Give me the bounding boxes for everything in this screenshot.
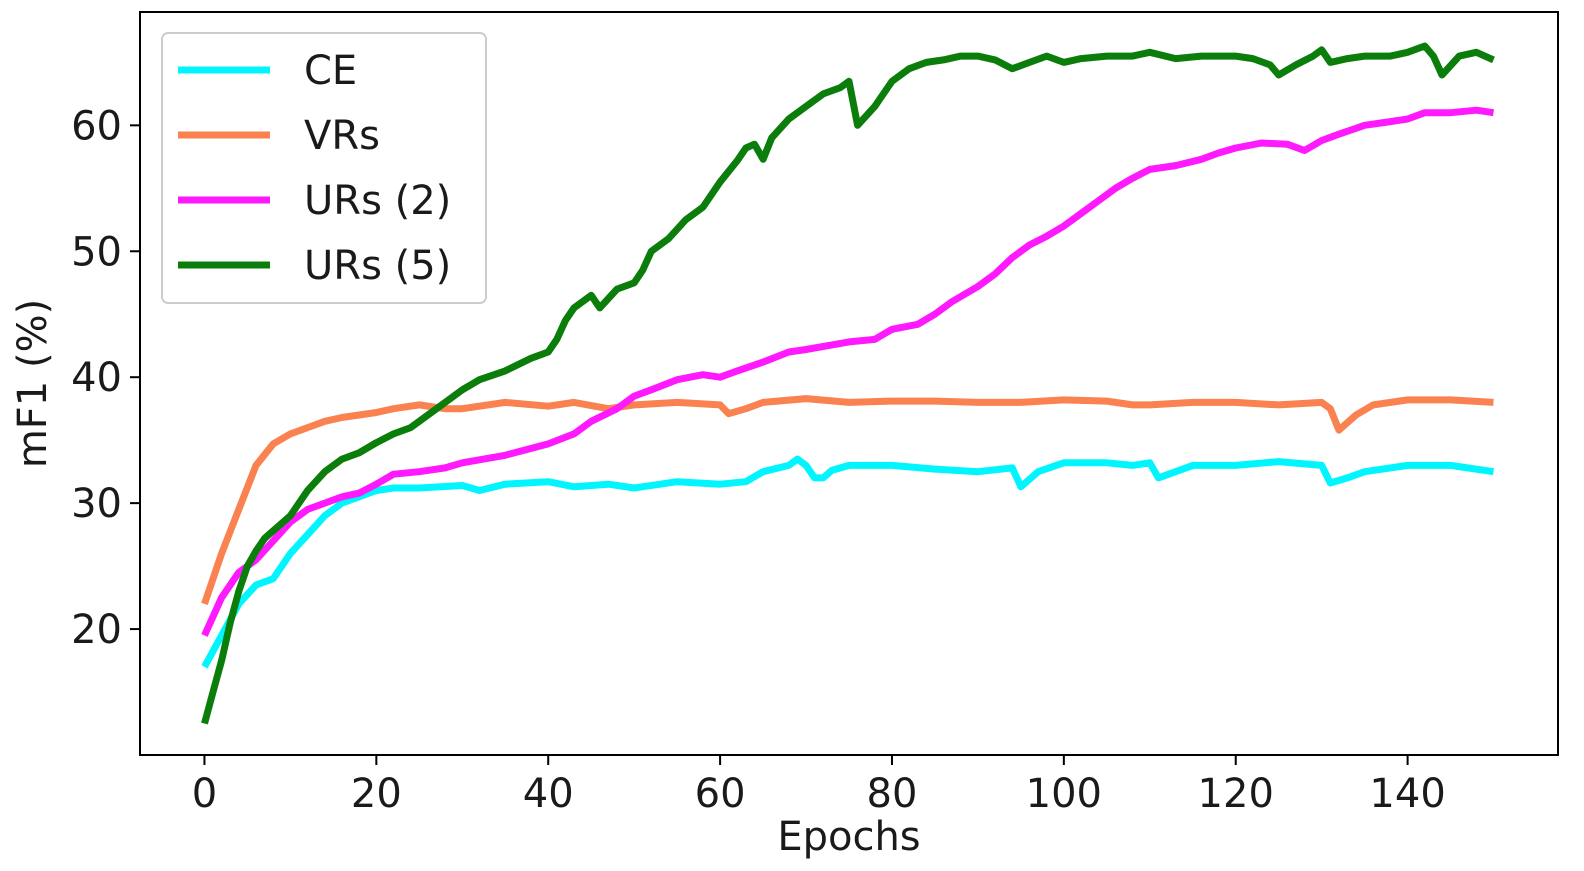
series-line-1 <box>201 455 1495 669</box>
x-tick-label: 140 <box>1369 771 1445 817</box>
legend-label: URs (5) <box>304 243 451 289</box>
x-tick-label: 20 <box>351 771 402 817</box>
y-tick-label: 60 <box>71 103 122 149</box>
legend-frame <box>161 32 487 304</box>
y-tick-label: 40 <box>71 355 122 401</box>
y-axis: 20 30 40 50 60 <box>71 103 140 653</box>
y-axis-label: mF1 (%) <box>10 299 56 468</box>
y-tick-label: 50 <box>71 229 122 275</box>
legend-label: CE <box>304 48 357 94</box>
x-tick-label: 0 <box>192 771 217 817</box>
series-layer <box>201 42 1495 725</box>
legend: CE VRs URs (2) URs (5) <box>161 32 487 304</box>
x-axis-label: Epochs <box>777 814 920 860</box>
legend-label: URs (2) <box>304 178 451 224</box>
x-tick-label: 80 <box>867 771 918 817</box>
x-axis: 0 20 40 60 80 100 120 140 <box>192 755 1446 817</box>
x-tick-label: 100 <box>1026 771 1102 817</box>
series-line-2 <box>201 395 1494 606</box>
x-tick-label: 120 <box>1198 771 1274 817</box>
x-tick-label: 60 <box>695 771 746 817</box>
y-tick-label: 30 <box>71 481 122 527</box>
plot-frame <box>139 11 1559 756</box>
x-tick-label: 40 <box>523 771 574 817</box>
series-line-3 <box>201 106 1495 637</box>
y-tick-label: 20 <box>71 607 122 653</box>
series-line-4 <box>201 42 1495 725</box>
legend-label: VRs <box>304 113 380 159</box>
